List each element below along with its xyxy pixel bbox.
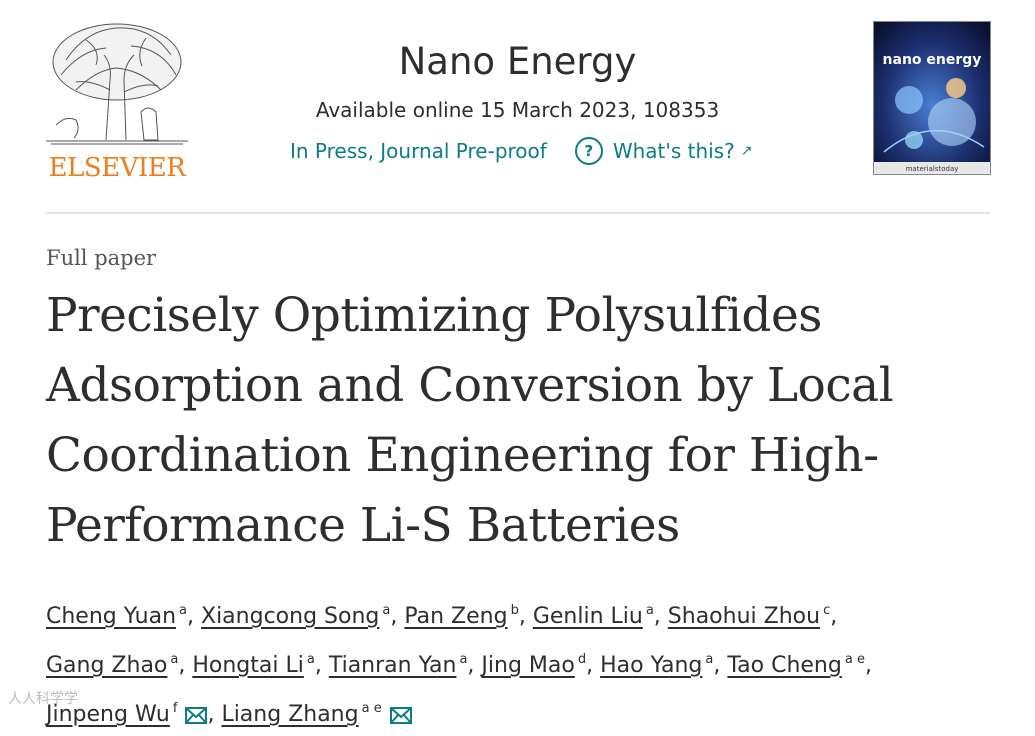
author-name[interactable]: Jing Mao xyxy=(481,653,575,678)
author-name[interactable]: Liang Zhang xyxy=(221,702,359,727)
availability-text: Available online 15 March 2023, 108353 xyxy=(315,98,720,122)
status-link[interactable]: In Press, Journal Pre-proof xyxy=(290,139,547,163)
author-name[interactable]: Cheng Yuan xyxy=(46,604,177,629)
author-name[interactable]: Xiangcong Song xyxy=(201,604,380,629)
author-list: Cheng Yuan a, Xiangcong Song a, Pan Zeng b,… xyxy=(46,589,1006,736)
journal-title[interactable]: Nano Energy xyxy=(398,40,637,83)
author-name[interactable]: Gang Zhao xyxy=(46,653,168,678)
page-header: ELSEVIER Nano Energy Available online 15… xyxy=(0,0,1035,212)
author-item: Cheng Yuan a, xyxy=(46,603,201,629)
external-link-icon: ↗ xyxy=(740,143,753,159)
cover-footer: materialstoday xyxy=(906,165,959,173)
author-item: Hao Yang a, xyxy=(600,652,728,678)
elsevier-wordmark: ELSEVIER xyxy=(48,153,186,183)
help-icon[interactable]: ? xyxy=(574,137,603,165)
author-affiliation[interactable]: f xyxy=(172,701,178,716)
author-name[interactable]: Tianran Yan xyxy=(328,653,457,678)
author-item: Gang Zhao a, xyxy=(46,652,193,678)
author-item: Tao Cheng a e, xyxy=(727,652,872,678)
author-item: Shaohui Zhou c, xyxy=(667,603,838,629)
header-divider xyxy=(46,212,990,214)
author-item: Liang Zhang a e xyxy=(221,701,412,727)
author-name[interactable]: Hongtai Li xyxy=(192,653,304,678)
author-affiliation[interactable]: a xyxy=(306,652,315,667)
author-item: Tianran Yan a, xyxy=(328,652,482,678)
author-name[interactable]: Tao Cheng xyxy=(727,653,842,678)
author-affiliation[interactable]: b xyxy=(510,603,519,618)
author-affiliation[interactable]: a xyxy=(179,603,187,618)
author-affiliation[interactable]: a e xyxy=(361,701,382,716)
author-affiliation[interactable]: a xyxy=(382,603,391,618)
cover-title: nano energy xyxy=(883,52,982,68)
author-name[interactable]: Hao Yang xyxy=(600,653,703,678)
author-item: Jing Mao d, xyxy=(481,652,601,678)
author-name[interactable]: Pan Zeng xyxy=(404,604,508,629)
whats-this-link[interactable]: What's this? xyxy=(612,139,735,163)
author-affiliation[interactable]: a e xyxy=(844,652,865,667)
article-status: In Press, Journal Pre-proof ? What's thi… xyxy=(290,135,753,167)
author-name[interactable]: Genlin Liu xyxy=(532,604,643,629)
author-item: Hongtai Li a, xyxy=(192,652,329,678)
author-affiliation[interactable]: a xyxy=(705,652,714,667)
email-icon[interactable] xyxy=(389,707,412,724)
journal-cover-image[interactable]: nano energy materialstoday xyxy=(873,21,991,175)
author-item: Pan Zeng b, xyxy=(404,603,533,629)
article-type: Full paper xyxy=(46,246,157,270)
author-affiliation[interactable]: a xyxy=(170,652,179,667)
watermark: 人人科学学 xyxy=(8,691,78,707)
author-item: Genlin Liu a, xyxy=(532,603,668,629)
article-title: Precisely Optimizing Polysulfides Adsorp… xyxy=(46,288,894,553)
elsevier-tree-icon xyxy=(46,23,188,145)
email-icon[interactable] xyxy=(185,707,208,724)
author-item: Xiangcong Song a, xyxy=(201,603,405,629)
author-affiliation[interactable]: a xyxy=(645,603,654,618)
author-affiliation[interactable]: d xyxy=(577,652,587,667)
author-name[interactable]: Shaohui Zhou xyxy=(667,604,821,629)
elsevier-logo[interactable]: ELSEVIER xyxy=(46,20,188,183)
author-affiliation[interactable]: a xyxy=(459,652,468,667)
author-affiliation[interactable]: c xyxy=(823,603,831,618)
